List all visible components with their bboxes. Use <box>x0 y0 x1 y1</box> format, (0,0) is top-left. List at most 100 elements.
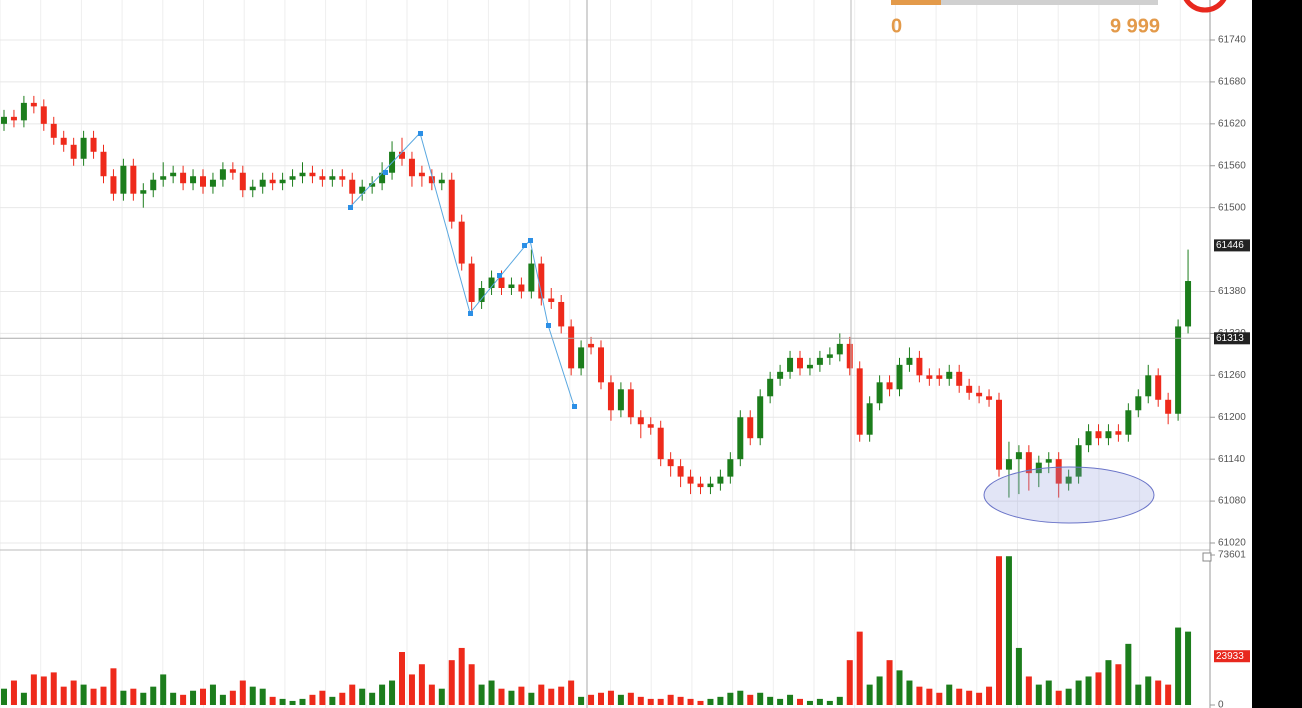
volume-bar <box>528 692 535 705</box>
candle-body <box>1045 459 1052 463</box>
candle-body <box>190 176 197 184</box>
volume-bar <box>359 688 366 705</box>
candle-body <box>727 459 734 477</box>
candle-body <box>30 102 37 107</box>
candle-body <box>1 116 7 124</box>
volume-bar <box>1185 631 1192 705</box>
volume-bar <box>846 660 853 705</box>
candle-body <box>60 137 67 145</box>
candle-body <box>757 396 764 439</box>
volume-bar <box>170 692 177 705</box>
volume-bar <box>389 680 396 705</box>
volume-bar <box>637 696 644 705</box>
volume-bar <box>787 694 794 705</box>
candle-body <box>856 368 863 435</box>
volume-bar <box>1015 647 1022 705</box>
candle-body <box>996 399 1002 470</box>
candle-body <box>836 343 843 355</box>
volume-bar <box>1095 672 1102 705</box>
volume-bar <box>249 686 256 705</box>
candle-body <box>329 176 336 180</box>
candle-body <box>369 183 376 187</box>
price-marker: 61313 <box>1216 333 1244 344</box>
candle-body <box>767 378 774 397</box>
candle-body <box>289 176 296 180</box>
candle-body <box>1185 281 1192 327</box>
volume-bar <box>896 670 903 705</box>
candle-body <box>1165 399 1172 414</box>
candle-body <box>598 347 604 383</box>
candle-body <box>956 371 963 386</box>
volume-bar <box>598 692 604 705</box>
volume-bar <box>70 680 77 705</box>
candle-body <box>876 382 883 404</box>
volume-bar <box>647 698 654 705</box>
volume-bar <box>986 686 993 705</box>
volume-bar <box>60 686 67 705</box>
candle-body <box>1015 452 1022 460</box>
volume-bar <box>239 680 246 705</box>
volume-bar <box>627 692 634 705</box>
candle-body <box>787 357 794 372</box>
volume-bar <box>309 694 316 705</box>
record-indicator <box>1183 0 1227 13</box>
progress-end: 9 999 <box>1110 15 1160 37</box>
volume-bar <box>806 700 813 705</box>
volume-bar <box>140 692 147 705</box>
volume-bar <box>757 692 764 705</box>
volume-bar <box>797 698 803 705</box>
candle-body <box>966 385 973 393</box>
candle-body <box>488 277 495 289</box>
volume-bar <box>707 698 714 705</box>
volume-bar <box>20 692 27 705</box>
volume-bar <box>160 674 167 705</box>
volume-bar <box>50 672 57 705</box>
volume-bar <box>548 688 555 705</box>
volume-bar <box>209 684 216 705</box>
candle-body <box>90 137 97 152</box>
candle-body <box>747 417 754 439</box>
volume-bar <box>120 690 127 705</box>
zigzag-points <box>348 131 577 409</box>
volume-bar <box>339 692 346 705</box>
price-marker: 61446 <box>1216 240 1244 251</box>
candle-body <box>936 375 943 379</box>
volume-bar <box>1165 684 1172 705</box>
candle-body <box>339 176 346 180</box>
candle-body <box>866 403 873 435</box>
volume-bar <box>946 684 953 705</box>
pane-close[interactable] <box>1202 552 1212 562</box>
volume-bar <box>1145 676 1152 705</box>
candle-body <box>558 301 565 327</box>
volume-bar <box>767 696 774 705</box>
candle-body <box>438 179 445 184</box>
candle-body <box>1065 476 1072 484</box>
volume-bar <box>826 700 833 705</box>
candle-body <box>508 284 515 289</box>
candle-body <box>239 172 246 191</box>
candle-body <box>219 169 226 180</box>
y-tick-label: 61620 <box>1218 118 1246 129</box>
candle-body <box>10 116 17 121</box>
candle-body <box>886 382 893 390</box>
volume-bar <box>488 680 495 705</box>
volume-bar <box>329 696 336 705</box>
candle-body <box>1155 375 1162 400</box>
volume-tick-label: 0 <box>1218 700 1224 708</box>
y-tick-label: 61500 <box>1218 202 1246 213</box>
grid <box>0 0 1210 708</box>
candle-body <box>528 263 535 292</box>
volume-bar <box>40 676 47 705</box>
candle-body <box>667 459 674 467</box>
volume-bar <box>90 688 97 705</box>
volume-bar <box>916 686 923 705</box>
price-marker-bg <box>1214 650 1250 663</box>
candle-body <box>896 364 903 390</box>
candle-body <box>110 176 117 194</box>
y-tick-label: 61260 <box>1218 370 1246 381</box>
candle-body <box>1025 452 1032 474</box>
y-tick-label: 61680 <box>1218 77 1246 88</box>
candle-body <box>697 483 704 488</box>
volume-bar <box>558 686 565 705</box>
